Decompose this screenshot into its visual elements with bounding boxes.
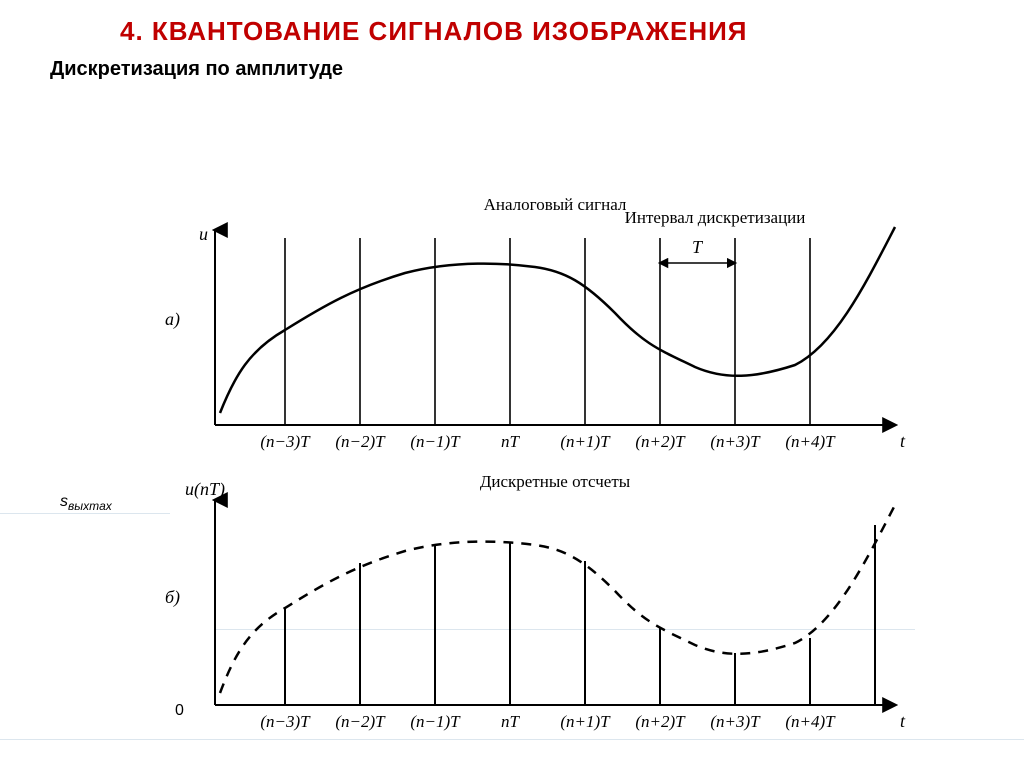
tick-label: nT	[501, 432, 521, 451]
page-subtitle: Дискретизация по амплитуде	[50, 58, 343, 81]
tick-label: (n+2)T	[635, 712, 686, 731]
thinrule-1	[0, 513, 170, 514]
tick-label: (n+2)T	[635, 432, 686, 451]
curve-a	[220, 227, 895, 413]
tick-label: (n−2)T	[335, 432, 386, 451]
panel-letter-b: б)	[165, 587, 180, 608]
panel-a: u t а) Аналоговый сигнал Интервал дискре…	[165, 195, 906, 451]
tick-label: nT	[501, 712, 521, 731]
tick-label: (n−1)T	[410, 432, 461, 451]
curve-b	[220, 505, 895, 693]
tick-labels-b: (n−3)T (n−2)T (n−1)T nT (n+1)T (n+2)T (n+3)T (n…	[260, 712, 836, 731]
discrete-label: Дискретные отсчеты	[480, 472, 631, 491]
left-max-label: sвыхmax	[60, 493, 112, 513]
tick-label: (n−2)T	[335, 712, 386, 731]
sample-lines-b	[285, 525, 875, 705]
panel-b: u(nT) t б) Дискретные отсчеты (n−3)T (n−2…	[165, 472, 906, 731]
x-label-a: t	[900, 431, 906, 451]
page-title: 4. КВАНТОВАНИЕ СИГНАЛОВ ИЗОБРАЖЕНИЯ	[120, 16, 1004, 47]
tick-label: (n−3)T	[260, 712, 311, 731]
interval-label: Интервал дискретизации	[625, 208, 806, 227]
y-label-b: u(nT)	[185, 479, 225, 500]
y-label-a: u	[199, 224, 208, 244]
tick-label: (n+3)T	[710, 712, 761, 731]
tick-label: (n−1)T	[410, 712, 461, 731]
panel-letter-a: а)	[165, 309, 180, 330]
tick-label: (n+1)T	[560, 712, 611, 731]
tick-labels-a: (n−3)T (n−2)T (n−1)T nT (n+1)T (n+2)T (n+3)T (n…	[260, 432, 836, 451]
page: 4. КВАНТОВАНИЕ СИГНАЛОВ ИЗОБРАЖЕНИЯ Диск…	[0, 0, 1024, 768]
diagram-svg: u t а) Аналоговый сигнал Интервал дискре…	[155, 195, 925, 745]
x-label-b: t	[900, 711, 906, 731]
interval-T: T	[692, 237, 704, 257]
sample-lines-a	[285, 238, 810, 425]
tick-label: (n+3)T	[710, 432, 761, 451]
tick-label: (n+4)T	[785, 712, 836, 731]
tick-label: (n+1)T	[560, 432, 611, 451]
analog-label: Аналоговый сигнал	[484, 195, 627, 214]
tick-label: (n−3)T	[260, 432, 311, 451]
tick-label: (n+4)T	[785, 432, 836, 451]
